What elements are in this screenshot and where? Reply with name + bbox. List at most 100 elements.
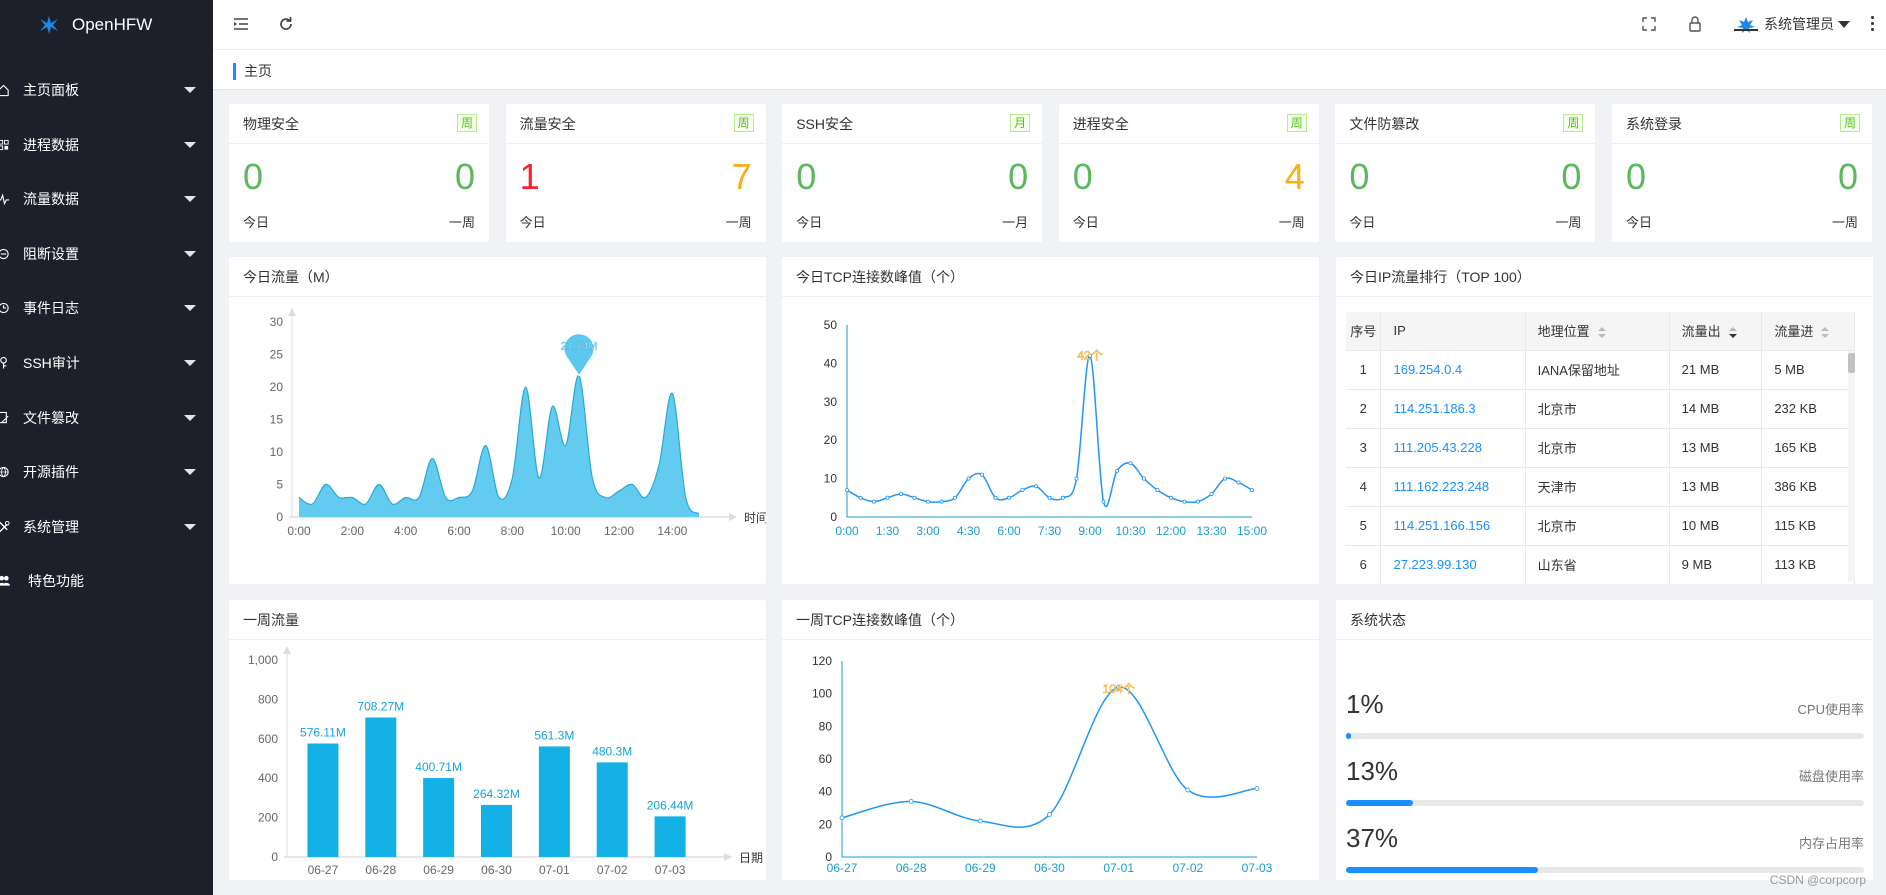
breadcrumb[interactable]: 主页 [233, 61, 272, 81]
stat-card-title: 物理安全 [229, 104, 489, 144]
data-point [1047, 812, 1052, 817]
app-logo[interactable]: OpenHFW [38, 10, 152, 40]
table-row[interactable]: 2 114.251.186.3 北京市 14 MB 232 KB [1346, 389, 1855, 429]
sidebar-item-10[interactable]: 特色功能 [0, 561, 213, 601]
data-label: 206.44M [647, 798, 694, 812]
sidebar-item-7[interactable]: 文件篡改 [0, 398, 213, 438]
chevron-down-icon[interactable] [184, 87, 196, 93]
sidebar-item-2[interactable]: 进程数据 [0, 125, 213, 165]
x-axis-arrow [724, 853, 732, 861]
tools-icon [0, 520, 10, 532]
pulse-icon [0, 193, 10, 206]
sidebar-item-5[interactable]: 事件日志 [0, 288, 213, 328]
user-menu[interactable]: 系统管理员 [1732, 13, 1850, 35]
ip-link[interactable]: 114.251.186.3 [1380, 389, 1526, 429]
sidebar-item-label: 主页面板 [23, 82, 79, 98]
data-point [1141, 476, 1146, 481]
more-options-icon[interactable] [1871, 16, 1875, 32]
table-scrollbar[interactable] [1848, 351, 1855, 581]
data-point [1006, 495, 1011, 500]
column-header[interactable]: 地理位置 [1525, 312, 1670, 351]
data-point [1182, 499, 1187, 504]
sidebar-item-4[interactable]: 阻断设置 [0, 234, 213, 274]
sidebar-item-label: 流量数据 [23, 191, 79, 208]
data-point [1114, 468, 1119, 473]
table-row[interactable]: 4 111.162.223.248 天津市 13 MB 386 KB [1346, 467, 1855, 507]
fullscreen-icon[interactable] [1640, 15, 1658, 33]
chevron-down-icon[interactable] [184, 523, 196, 530]
stat-card-title: 进程安全 [1058, 104, 1319, 144]
sort-icon[interactable] [1728, 326, 1737, 339]
chevron-down-icon[interactable] [184, 196, 196, 203]
today-count: 1 [519, 156, 540, 197]
x-tick-label: 14:00 [657, 524, 687, 538]
today-traffic-chart: 0 5 10 15 20 25 30 0:00 2:00 4:00 6:00 8:00 10:00 12:… [270, 308, 766, 538]
x-tick-label: 10:30 [1115, 524, 1145, 538]
stat-card-title: 文件防篡改 [1335, 104, 1596, 144]
stat-card-title: 流量安全 [505, 104, 766, 144]
sidebar-item-6[interactable]: SSH审计 [0, 343, 213, 383]
x-tick-label: 07-02 [1172, 861, 1203, 875]
table-row[interactable]: 3 111.205.43.228 北京市 13 MB 165 KB [1346, 428, 1855, 468]
username: 系统管理员 [1764, 16, 1834, 32]
sidebar-item-8[interactable]: 开源插件 [0, 452, 213, 492]
ip-link[interactable]: 111.162.223.248 [1380, 467, 1526, 507]
x-axis-title: 日期 [739, 851, 763, 865]
column-header[interactable]: 流量进 [1761, 312, 1855, 351]
y-tick-label: 20 [819, 817, 833, 831]
bar [538, 746, 570, 857]
data-point [977, 818, 983, 824]
progress-fill [1346, 733, 1352, 739]
sidebar-item-9[interactable]: 系统管理 [0, 507, 213, 547]
table-row[interactable]: 5 114.251.166.156 北京市 10 MB 115 KB [1346, 506, 1855, 546]
chevron-down-icon[interactable] [184, 469, 196, 476]
chevron-down-icon[interactable] [184, 414, 196, 421]
x-tick-label: 0:00 [287, 524, 311, 538]
stat-card-title: 系统登录 [1612, 104, 1872, 144]
period-count: 4 [1284, 156, 1305, 197]
ip-link[interactable]: 27.223.99.130 [1380, 545, 1526, 584]
tcp-line [841, 686, 1258, 828]
ip-link[interactable]: 111.205.43.228 [1380, 428, 1526, 468]
y-tick-label: 100 [812, 687, 832, 701]
progress-track [1346, 800, 1864, 806]
x-tick-label: 06-28 [365, 863, 396, 877]
data-point [899, 491, 904, 496]
lock-icon[interactable] [1686, 15, 1704, 33]
avatar [1734, 17, 1758, 33]
sort-icon[interactable] [1821, 326, 1830, 339]
chevron-down-icon[interactable] [184, 360, 196, 366]
chevron-down-icon[interactable] [184, 141, 196, 148]
collapse-menu-icon[interactable] [232, 15, 250, 33]
y-tick-label: 80 [819, 719, 833, 733]
refresh-icon[interactable] [277, 15, 295, 33]
table-row[interactable]: 6 27.223.99.130 山东省 9 MB 113 KB [1346, 545, 1855, 584]
peak-label: 21.74M [561, 341, 598, 353]
ip-link[interactable]: 114.251.166.156 [1380, 506, 1526, 546]
today-count: 0 [1626, 156, 1647, 197]
today-label: 今日 [796, 215, 823, 230]
traffic-out-cell: 13 MB [1669, 428, 1763, 468]
row-index: 6 [1346, 545, 1382, 584]
x-tick-label: 07-02 [597, 863, 628, 877]
sidebar-item-1[interactable]: 主页面板 [0, 70, 213, 110]
data-point [1222, 476, 1227, 481]
sidebar-item-3[interactable]: 流量数据 [0, 179, 213, 219]
data-label: 400.71M [415, 760, 462, 774]
data-point [993, 495, 998, 500]
ip-link[interactable]: 169.254.0.4 [1380, 350, 1526, 390]
period-label: 一周 [448, 215, 475, 230]
home-icon [0, 84, 9, 97]
bar [481, 804, 512, 857]
column-header[interactable]: 流量出 [1669, 312, 1763, 351]
table-row[interactable]: 1 169.254.0.4 IANA保留地址 21 MB 5 MB [1346, 350, 1855, 390]
users-icon [0, 576, 10, 587]
chevron-down-icon[interactable] [184, 250, 196, 257]
panel-title: 系统状态 [1336, 600, 1873, 640]
y-tick-label: 40 [819, 785, 833, 799]
chevron-down-icon[interactable] [184, 305, 196, 312]
sort-icon[interactable] [1597, 326, 1606, 339]
traffic-out-cell: 14 MB [1669, 389, 1763, 429]
x-tick-label: 2:00 [341, 524, 365, 538]
y-tick-label: 600 [258, 732, 278, 746]
